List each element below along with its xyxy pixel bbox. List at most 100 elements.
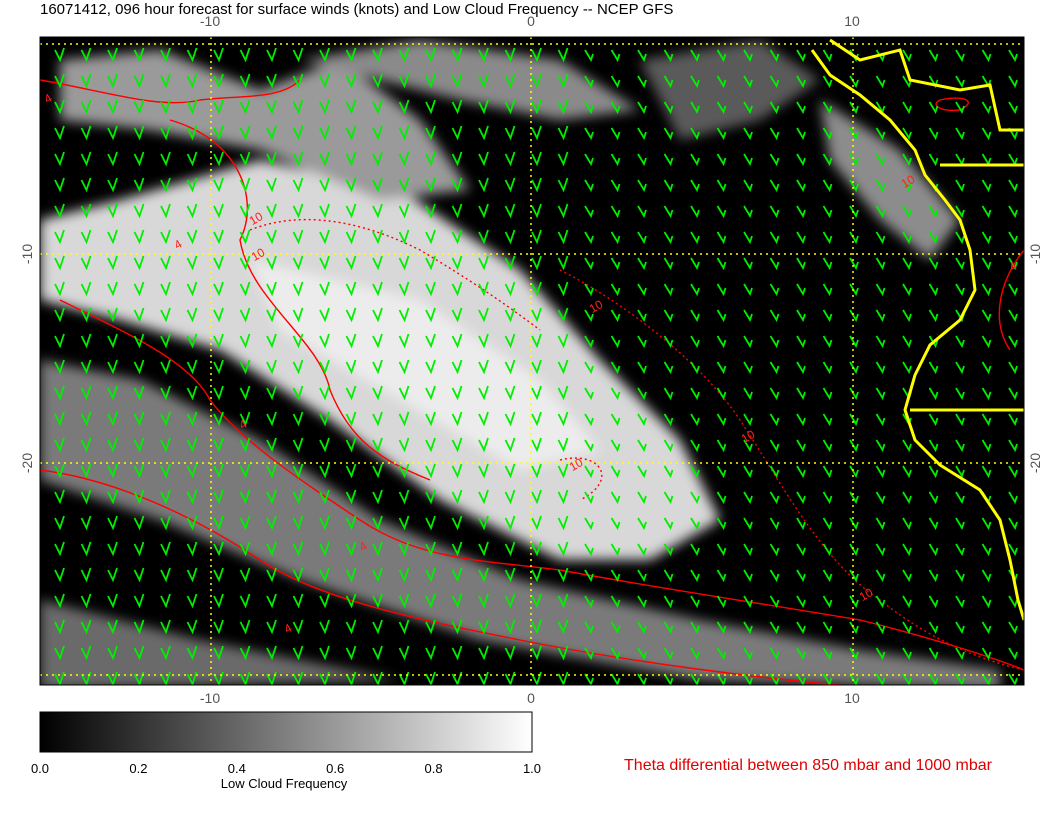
wind-barb [955,127,965,141]
wind-barb [54,437,65,453]
wind-barb [239,619,251,635]
wind-barb [849,517,859,531]
wind-barb [133,177,145,193]
wind-barb [451,437,463,453]
wind-barb [637,283,647,297]
wind-barb [902,439,912,453]
wind-barb [266,203,277,219]
wind-barb [451,229,463,245]
wind-barb [239,437,251,453]
wind-barb [266,671,277,685]
wind-barb [716,569,727,583]
wind-barb [319,229,330,245]
wind-barb [398,99,410,115]
wind-barb [902,127,912,141]
wind-barb [955,257,965,271]
wind-barb [875,569,886,583]
wind-barb [822,569,833,583]
wind-barb [478,99,489,115]
coastline [810,38,1024,621]
wind-barb [451,151,463,167]
wind-barb [451,619,463,635]
wind-barb [54,281,65,297]
wind-barb [478,177,489,193]
wind-barb [902,517,912,531]
wind-barb [610,413,621,427]
wind-barb [928,205,939,219]
wind-barb [133,671,145,685]
wind-barb [557,229,569,245]
axis-labels: -10 -10 0 0 10 10 -10 -10 -20 -20 [19,13,1043,706]
wind-barb [716,543,727,557]
wind-barb [955,439,965,453]
wind-barb [80,515,92,531]
wind-barb [849,413,859,427]
wind-barb [822,49,833,63]
wind-barb [849,361,859,375]
wind-barb [663,335,674,349]
wind-barb [663,569,674,583]
wind-barb [690,153,700,167]
wind-barb [133,125,145,141]
wind-barb [292,359,304,375]
wind-barb [690,75,700,89]
wind-barb [398,593,410,609]
wind-barb [292,47,304,63]
wind-barb [610,673,621,685]
wind-barb [319,593,330,609]
wind-barb [955,75,965,89]
wind-barb [955,569,965,583]
wind-barb [107,203,118,219]
wind-barb [239,515,251,531]
wind-barb [902,75,912,89]
wind-barb [239,255,251,271]
wind-barb [1008,75,1018,89]
wind-barb [398,619,410,635]
wind-barb [875,595,886,609]
wind-barb [451,359,463,375]
wind-barb [266,645,277,661]
wind-barb [531,359,542,375]
lon-tick-label: 10 [844,13,860,29]
wind-barb [319,411,330,427]
wind-barb [928,569,939,583]
wind-barb [451,125,463,141]
wind-barb [928,543,939,557]
wind-barb [292,255,304,271]
wind-barb [875,543,886,557]
wind-barb [663,621,674,635]
wind-barb [928,465,939,479]
wind-barb [902,335,912,349]
wind-barb [451,489,463,505]
wind-barb [769,309,780,323]
wind-barb [80,333,92,349]
wind-barb [584,621,594,635]
wind-barb [213,567,224,583]
wind-barb [504,567,516,583]
wind-barb [213,359,224,375]
wind-barb [981,283,992,297]
wind-barb [266,489,277,505]
wind-barb [292,411,304,427]
wind-barb [186,515,198,531]
colorbar-tick-label: 0.2 [129,761,147,776]
wind-barb [425,385,436,401]
wind-barb [160,333,171,349]
wind-barb [266,541,277,557]
wind-barb [478,47,489,63]
wind-barb [769,283,780,297]
wind-barb [716,361,727,375]
wind-barb [478,255,489,271]
wind-barb [875,387,886,401]
wind-barb [584,283,594,297]
wind-barb [345,645,357,661]
wind-barb [372,307,383,323]
wind-barb [451,645,463,661]
wind-barb [743,205,753,219]
wind-barb [610,49,621,63]
wind-barb [637,75,647,89]
wind-barb [186,281,198,297]
wind-barb [372,411,383,427]
wind-barb [743,621,753,635]
wind-barb [133,281,145,297]
